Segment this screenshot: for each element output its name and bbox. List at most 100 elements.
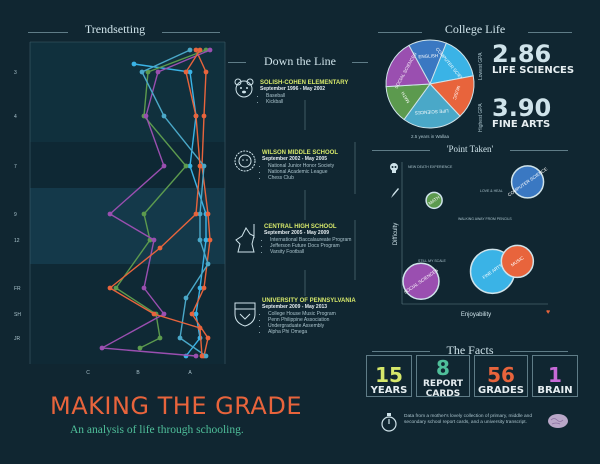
fact-number: 56: [487, 363, 515, 387]
trend-point: [107, 285, 113, 291]
skull-icon: [390, 163, 398, 173]
trend-point: [197, 325, 203, 331]
penn-shield-icon: [234, 302, 256, 327]
note: LOVE & HEAL: [480, 189, 503, 193]
trend-line: [133, 63, 207, 357]
trend-point: [187, 163, 193, 169]
grade-label: 7: [14, 164, 17, 170]
fact-number: 1: [548, 363, 562, 387]
pie-label: MUSIC: [452, 85, 462, 101]
fact-number: 15: [375, 363, 403, 387]
trend-point: [183, 163, 189, 169]
trend-line: [108, 49, 203, 357]
activity-list: National Junior Honor Society National A…: [262, 163, 360, 181]
school-dates: September 2005 - May 2009: [264, 230, 330, 236]
note: NEW DEATH EXPERIENCE: [408, 165, 453, 169]
pie-slice: [429, 75, 475, 117]
trend-point: [151, 311, 157, 317]
y-axis-label: Difficulty: [393, 223, 399, 246]
trend-point: [193, 47, 199, 53]
divider: [510, 150, 568, 151]
trendsetting-title: Trendsetting: [84, 22, 146, 36]
trend-point: [197, 237, 203, 243]
gpa-side-text: Highest GPA: [478, 103, 484, 132]
trend-point: [193, 353, 199, 359]
activity: Chess Club: [268, 175, 360, 181]
brain-icon: [548, 414, 568, 428]
bubble: [402, 262, 440, 301]
fact-years: 15 YEARS: [366, 355, 412, 397]
trend-point: [177, 335, 183, 341]
trend-point: [187, 69, 193, 75]
timeline-lines: [304, 100, 356, 296]
band-high: [30, 188, 225, 264]
trend-point: [197, 163, 203, 169]
down-the-line-title: Down the Line: [264, 54, 336, 68]
pie-label: LIFE SCIENCES: [415, 108, 449, 115]
trend-point: [193, 211, 199, 217]
gpa-value-high: 3.90: [492, 94, 552, 122]
activity: Undergraduate Assembly: [268, 323, 360, 329]
trendsetting-chart: 3 4 7 9 12 FR SH JR C B A: [14, 41, 226, 376]
trend-point: [141, 211, 147, 217]
pie-slice: [385, 44, 431, 88]
school-dates: September 1996 - May 2002: [260, 86, 326, 92]
school-entry: UNIVERSITY OF PENNSYLVANIA September 200…: [262, 298, 360, 335]
trend-point: [183, 69, 189, 75]
trend-point: [203, 69, 209, 75]
school-entry: WILSON MIDDLE SCHOOL September 2002 - Ma…: [262, 150, 360, 181]
headline-title: MAKING THE GRADE: [50, 392, 302, 420]
note: STILL MY SCALE: [418, 259, 446, 263]
grade-label: 4: [14, 114, 17, 120]
trend-point: [203, 353, 209, 359]
grade-label: 12: [14, 238, 20, 244]
divider: [528, 32, 572, 33]
activity: Baseball: [266, 93, 360, 99]
gpa-side-text: Lowest GPA: [478, 52, 484, 80]
activity: Kickball: [266, 99, 360, 105]
highest-gpa-stat: 3.90 FINE ARTS: [492, 96, 551, 130]
trend-point: [183, 295, 189, 301]
bubble: [500, 244, 535, 279]
fact-label: BRAIN: [537, 385, 573, 396]
activity-list: College House Music Program Penn Philipp…: [262, 311, 360, 335]
gpa-value-low: 2.86: [492, 40, 552, 68]
divider: [510, 351, 568, 352]
school-dates: September 2002 - May 2005: [262, 156, 328, 162]
pie-slice: [403, 83, 461, 129]
trend-point: [205, 261, 211, 267]
lion-icon: [234, 150, 256, 172]
bear-icon: [234, 78, 254, 98]
trend-point: [113, 285, 119, 291]
trend-lines: [99, 47, 213, 359]
fact-label: REPORT CARDS: [423, 379, 463, 399]
trend-point: [201, 163, 207, 169]
activity: College House Music Program: [268, 311, 360, 317]
facts-title: The Facts: [446, 343, 494, 357]
activity: Alpha Phi Omega: [268, 329, 360, 335]
fact-label: GRADES: [478, 385, 524, 396]
trend-point: [99, 345, 105, 351]
activity: National Junior Honor Society: [268, 163, 360, 169]
trend-point: [205, 335, 211, 341]
heart-icon: ♥: [546, 309, 550, 316]
point-taken-title: 'Point Taken': [446, 144, 494, 154]
pie-label: ENGLISH: [418, 53, 438, 59]
activity: Jefferson Future Docs Program: [270, 243, 360, 249]
school-name: WILSON MIDDLE SCHOOL: [262, 150, 338, 156]
trend-point: [141, 285, 147, 291]
axis-letter: C: [86, 370, 90, 376]
school-entry: CENTRAL HIGH SCHOOL September 2005 - May…: [264, 224, 360, 255]
school-entry: SOLISH-COHEN ELEMENTARY September 1996 -…: [260, 80, 360, 105]
divider: [372, 150, 430, 151]
grade-label: JR: [14, 336, 21, 342]
fact-brain: 1 BRAIN: [532, 355, 578, 397]
divider: [228, 62, 246, 63]
pie-caption: 2.5 years in Wallaa: [411, 134, 450, 139]
activity: Penn Philippine Association: [268, 317, 360, 323]
trend-point: [157, 245, 163, 251]
trend-point: [193, 113, 199, 119]
